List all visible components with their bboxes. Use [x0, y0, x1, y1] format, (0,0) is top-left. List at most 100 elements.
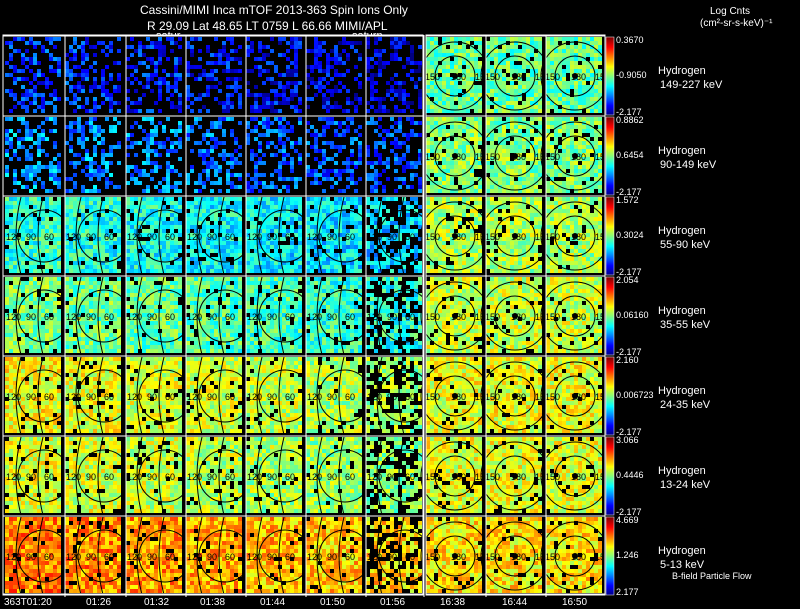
header-line-2: R 29.09 Lat 48.65 LT 0759 L 66.66 MIMI/A…	[147, 19, 388, 33]
contour-label: 60	[225, 392, 235, 402]
colorbar	[605, 436, 615, 516]
image-panel	[65, 117, 121, 193]
contour-label: 90	[147, 312, 157, 322]
contour-label: 90	[147, 392, 157, 402]
image-panel	[306, 356, 372, 436]
colorbar-min: 2.177	[616, 587, 639, 597]
image-panel	[420, 517, 490, 593]
contour-label: 60	[165, 232, 175, 242]
image-panel	[186, 276, 252, 356]
contour-label: 60	[104, 392, 114, 402]
image-panel	[5, 436, 71, 516]
image-panel	[420, 117, 490, 193]
image-panel	[5, 356, 71, 436]
contour-label: 120	[6, 392, 21, 402]
colorbar-max: 2.054	[616, 275, 639, 285]
contour-label: 120	[367, 232, 382, 242]
contour-label: 180	[451, 392, 466, 402]
contour-label: 120	[127, 392, 142, 402]
row-energy: 90-149 keV	[660, 159, 716, 172]
image-panel	[540, 197, 610, 273]
contour-label: 60	[44, 392, 54, 402]
image-panel	[5, 37, 61, 113]
row-species: Hydrogen	[658, 465, 706, 478]
image-panel	[480, 37, 550, 113]
contour-label: 90	[387, 472, 397, 482]
contour-label: 60	[345, 472, 355, 482]
image-panel	[246, 356, 312, 436]
contour-label: 120	[66, 472, 81, 482]
contour-label: 120	[127, 552, 142, 562]
contour-label: 150	[485, 312, 500, 322]
colorbar-min: -2.177	[616, 507, 642, 517]
bottom-note: B-field Particle Flow	[672, 571, 752, 581]
time-label: 16:38	[440, 597, 465, 608]
contour-label: 90	[147, 472, 157, 482]
contour-label: 120	[127, 312, 142, 322]
contour-label: 150	[545, 232, 560, 242]
colorbar-min: -2.177	[616, 107, 642, 117]
contour-label: 90	[26, 312, 36, 322]
contour-label: 90	[26, 472, 36, 482]
contour-label: 150	[595, 152, 610, 162]
contour-label: 150	[545, 392, 560, 402]
contour-label: 60	[104, 552, 114, 562]
image-panel	[65, 356, 131, 436]
colorbar-max: 2.160	[616, 355, 639, 365]
contour-label: 120	[187, 472, 202, 482]
contour-label: 60	[405, 472, 415, 482]
contour-label: 90	[327, 552, 337, 562]
contour-label: 180	[451, 472, 466, 482]
image-panel	[246, 516, 312, 596]
contour-label: 90	[26, 392, 36, 402]
contour-label: 180	[511, 72, 526, 82]
contour-label: 60	[405, 232, 415, 242]
colorbar	[605, 116, 615, 196]
contour-label: 180	[571, 392, 586, 402]
image-panel	[186, 196, 252, 276]
colorbar	[605, 276, 615, 356]
contour-label: 120	[307, 312, 322, 322]
image-panel	[65, 196, 131, 276]
contour-label: 180	[451, 152, 466, 162]
contour-label: 150	[475, 392, 490, 402]
contour-label: 120	[247, 472, 262, 482]
contour-label: 60	[44, 552, 54, 562]
time-label: 01:38	[200, 597, 225, 608]
colorbar-max: 0.3670	[616, 35, 644, 45]
contour-label: 120	[247, 232, 262, 242]
time-label: 363T01:20	[4, 597, 52, 608]
contour-label: 150	[485, 72, 500, 82]
contour-label: 120	[187, 552, 202, 562]
contour-label: 60	[285, 472, 295, 482]
colorbar-mid: 0.3024	[616, 230, 644, 240]
contour-label: 60	[44, 312, 54, 322]
image-panel	[65, 516, 131, 596]
contour-label: 90	[26, 232, 36, 242]
image-panel	[126, 516, 192, 596]
contour-label: 60	[44, 232, 54, 242]
contour-label: 150	[425, 552, 440, 562]
image-panel	[540, 117, 610, 193]
contour-label: 120	[66, 312, 81, 322]
contour-label: 60	[345, 552, 355, 562]
contour-label: 180	[511, 472, 526, 482]
contour-label: 90	[86, 312, 96, 322]
contour-label: 150	[595, 72, 610, 82]
contour-label: 120	[307, 232, 322, 242]
contour-label: 180	[511, 232, 526, 242]
colorbar-min: -2.177	[616, 187, 642, 197]
image-panel	[366, 117, 422, 193]
contour-label: 90	[147, 232, 157, 242]
contour-label: 150	[545, 472, 560, 482]
contour-label: 180	[571, 552, 586, 562]
contour-label: 90	[327, 472, 337, 482]
contour-label: 60	[345, 392, 355, 402]
legend-title: Log Cnts	[710, 6, 750, 17]
contour-label: 180	[571, 232, 586, 242]
contour-label: 120	[187, 232, 202, 242]
contour-label: 150	[475, 152, 490, 162]
contour-label: 90	[267, 392, 277, 402]
contour-label: 60	[285, 552, 295, 562]
contour-label: 90	[267, 232, 277, 242]
